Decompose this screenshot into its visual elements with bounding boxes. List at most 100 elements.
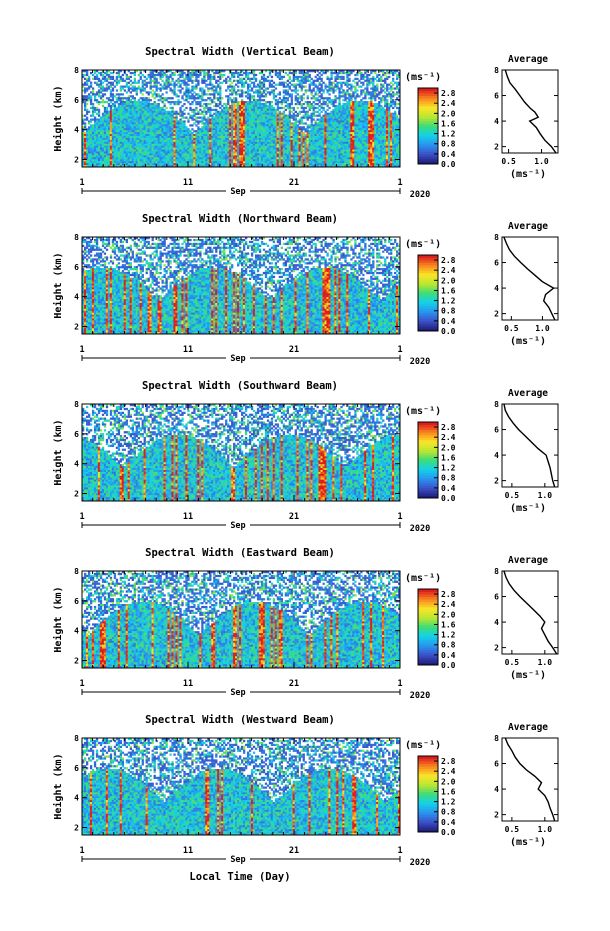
heatmap-cell xyxy=(195,119,197,121)
heatmap-cell xyxy=(171,161,173,163)
heatmap-cell xyxy=(152,138,154,140)
heatmap-cell xyxy=(279,107,281,109)
heatmap-cell xyxy=(209,113,211,115)
heatmap-cell xyxy=(205,157,207,159)
heatmap-cell xyxy=(175,142,177,144)
heatmap-cell xyxy=(160,113,162,115)
heatmap-cell xyxy=(257,148,259,150)
heatmap-cell xyxy=(156,157,158,159)
heatmap-cell xyxy=(259,97,261,99)
heatmap-cell xyxy=(221,82,223,84)
heatmap-cell xyxy=(146,132,148,134)
heatmap-cell xyxy=(140,117,142,119)
heatmap-cell xyxy=(162,72,164,74)
heatmap-cell xyxy=(239,74,241,76)
heatmap-cell xyxy=(126,161,128,163)
heatmap-cell xyxy=(211,86,213,88)
heatmap-cell xyxy=(181,153,183,155)
heatmap-cell xyxy=(120,155,122,157)
heatmap-cell xyxy=(211,142,213,144)
heatmap-cell xyxy=(156,111,158,113)
heatmap-cell xyxy=(112,103,114,105)
heatmap-cell xyxy=(146,122,148,124)
heatmap-cell xyxy=(179,130,181,132)
heatmap-cell xyxy=(249,101,251,103)
heatmap-cell xyxy=(247,146,249,148)
heatmap-cell xyxy=(110,132,112,134)
heatmap-cell xyxy=(94,136,96,138)
heatmap-cell xyxy=(130,134,132,136)
heatmap-cell xyxy=(94,120,96,122)
heatmap-cell xyxy=(267,155,269,157)
heatmap-cell xyxy=(193,95,195,97)
heatmap-cell xyxy=(277,157,279,159)
heatmap-cell xyxy=(263,105,265,107)
heatmap-cell xyxy=(321,87,323,89)
heatmap-cell xyxy=(322,91,324,93)
heatmap-cell xyxy=(277,111,279,113)
heatmap-cell xyxy=(317,142,319,144)
heatmap-cell xyxy=(156,80,158,82)
heatmap-cell xyxy=(128,99,130,101)
heatmap-cell xyxy=(275,163,277,165)
heatmap-cell xyxy=(189,157,191,159)
heatmap-cell xyxy=(96,91,98,93)
heatmap-cell xyxy=(146,136,148,138)
heatmap-cell xyxy=(287,144,289,146)
heatmap-cell xyxy=(324,142,326,144)
heatmap-cell xyxy=(86,155,88,157)
heatmap-cell xyxy=(124,105,126,107)
heatmap-cell xyxy=(140,146,142,148)
heatmap-cell xyxy=(328,124,330,126)
heatmap-cell xyxy=(279,157,281,159)
heatmap-cell xyxy=(167,111,169,113)
heatmap-cell xyxy=(227,138,229,140)
heatmap-cell xyxy=(84,136,86,138)
heatmap-cell xyxy=(221,163,223,165)
heatmap-cell xyxy=(128,151,130,153)
heatmap-cell xyxy=(283,128,285,130)
heatmap-cell xyxy=(265,150,267,152)
heatmap-cell xyxy=(106,132,108,134)
heatmap-cell xyxy=(154,97,156,99)
heatmap-cell xyxy=(205,111,207,113)
heatmap-cell xyxy=(223,161,225,163)
heatmap-cell xyxy=(324,113,326,115)
heatmap-cell xyxy=(94,150,96,152)
heatmap-cell xyxy=(321,97,323,99)
heatmap-cell xyxy=(163,74,165,76)
heatmap-cell xyxy=(112,82,114,84)
heatmap-cell xyxy=(279,84,281,86)
heatmap-cell xyxy=(187,148,189,150)
heatmap-cell xyxy=(265,87,267,89)
heatmap-cell xyxy=(279,82,281,84)
heatmap-cell xyxy=(322,101,324,103)
heatmap-cell xyxy=(167,76,169,78)
heatmap-cell xyxy=(177,161,179,163)
heatmap-cell xyxy=(279,78,281,80)
heatmap-cell xyxy=(237,153,239,155)
heatmap-cell xyxy=(177,148,179,150)
heatmap-cell xyxy=(283,124,285,126)
heatmap-cell xyxy=(199,128,201,130)
heatmap-cell xyxy=(118,140,120,142)
heatmap-cell xyxy=(162,74,164,76)
heatmap-cell xyxy=(167,101,169,103)
heatmap-cell xyxy=(245,74,247,76)
heatmap-cell xyxy=(167,124,169,126)
heatmap-cell xyxy=(205,148,207,150)
heatmap-cell xyxy=(211,109,213,111)
heatmap-cell xyxy=(279,142,281,144)
heatmap-cell xyxy=(235,97,237,99)
heatmap-cell xyxy=(114,109,116,111)
heatmap-cell xyxy=(84,74,86,76)
heatmap-cell xyxy=(303,109,305,111)
heatmap-cell xyxy=(239,82,241,84)
heatmap-cell xyxy=(225,130,227,132)
heatmap-cell xyxy=(169,117,171,119)
heatmap-cell xyxy=(187,87,189,89)
heatmap-cell xyxy=(104,107,106,109)
heatmap-cell xyxy=(223,134,225,136)
heatmap-cell xyxy=(146,144,148,146)
heatmap-cell xyxy=(162,144,164,146)
